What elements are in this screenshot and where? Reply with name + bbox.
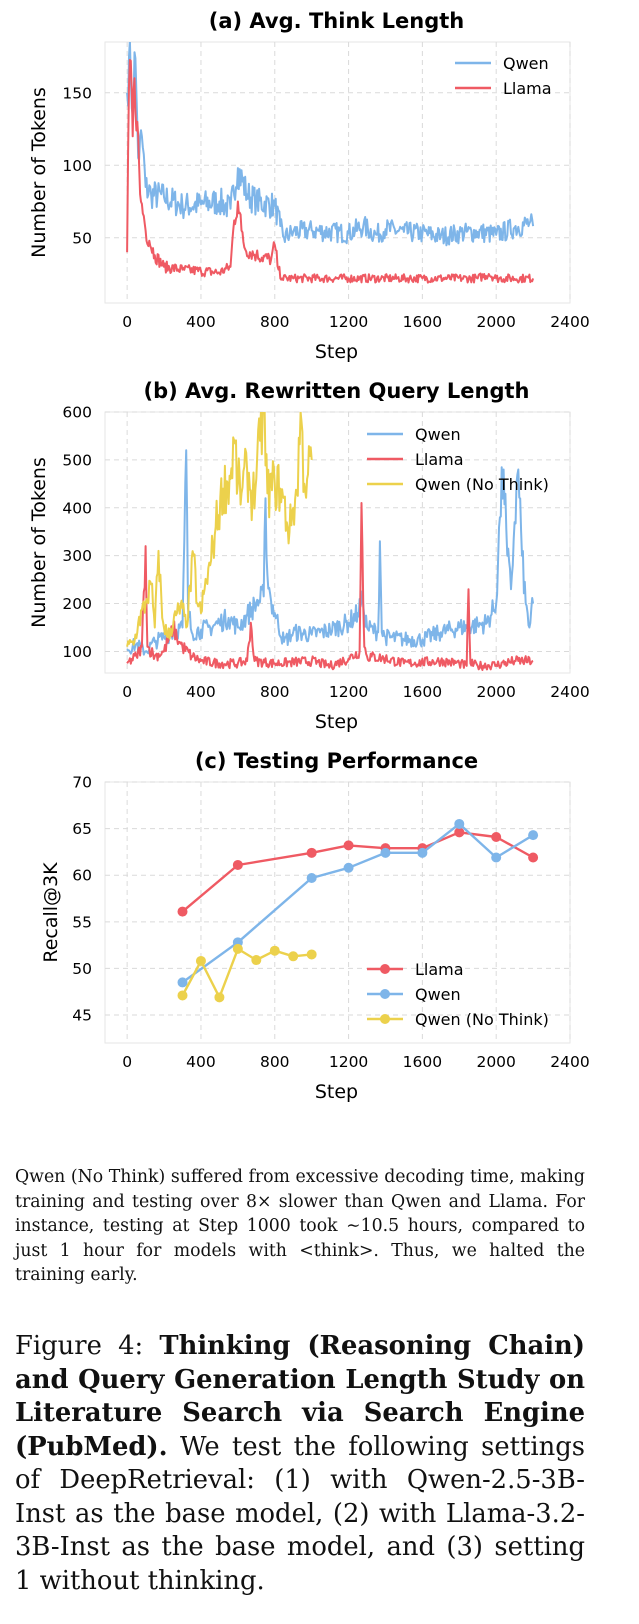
data-point-qwen-2200 — [528, 830, 539, 841]
data-point-qwen-1400 — [380, 847, 391, 858]
legend-label-qwen-no-think: Qwen (No Think) — [415, 1010, 549, 1029]
data-point-qwen-no-think-800 — [269, 945, 280, 956]
data-point-llama-1200 — [343, 840, 354, 851]
data-point-qwen-no-think-500 — [214, 992, 225, 1003]
legend-label-qwen: Qwen — [415, 425, 461, 444]
x-tick-label-1600: 1600 — [403, 683, 442, 701]
data-point-qwen-1600 — [417, 847, 428, 858]
x-tick-label-1600: 1600 — [403, 1053, 442, 1071]
y-tick-label-55: 55 — [72, 913, 92, 931]
series-line-llama — [126, 502, 534, 671]
chart-avg-rewritten-query-length: 0 400 800 1200 1600 2000 2400 100 200 300 400 500 60… — [28, 379, 590, 733]
data-point-qwen-no-think-1000 — [306, 949, 317, 960]
data-point-llama-1000 — [306, 847, 317, 858]
x-tick-label-2400: 2400 — [550, 1053, 589, 1071]
y-tick-label-600: 600 — [62, 404, 92, 422]
x-tick-label-1200: 1200 — [329, 313, 368, 331]
plot-area — [104, 41, 571, 304]
data-point-qwen-300 — [177, 977, 188, 988]
series-line-qwen — [126, 449, 535, 656]
y-tick-label-100: 100 — [62, 157, 92, 175]
y-axis-label: Number of Tokens — [28, 457, 50, 628]
legend-marker-qwen — [380, 989, 390, 999]
data-point-qwen-no-think-700 — [251, 955, 262, 966]
x-tick-label-2000: 2000 — [476, 683, 515, 701]
data-point-llama-2200 — [528, 852, 539, 863]
series-line-qwen — [126, 42, 535, 247]
data-point-qwen-no-think-400 — [195, 955, 206, 966]
chart-title: (b) Avg. Rewritten Query Length — [144, 379, 530, 403]
caption-body: We test the following settings of DeepRe… — [15, 1431, 585, 1596]
data-point-qwen-1000 — [306, 873, 317, 884]
y-tick-label-70: 70 — [72, 774, 92, 792]
y-axis-label: Recall@3K — [40, 862, 62, 963]
legend-marker-qwen-no-think — [380, 1014, 390, 1024]
chart-testing-performance: 0 400 800 1200 1600 2000 2400 45 50 55 60 65 70 (c) T… — [40, 749, 590, 1103]
data-point-llama-600 — [232, 859, 243, 870]
y-axis-label: Number of Tokens — [28, 87, 50, 258]
x-tick-label-0: 0 — [122, 313, 132, 331]
data-point-qwen-2000 — [491, 852, 502, 863]
data-point-llama-2000 — [491, 831, 502, 842]
y-tick-label-50: 50 — [72, 960, 92, 978]
x-axis-label: Step — [315, 1081, 358, 1103]
data-point-llama-300 — [177, 906, 188, 917]
x-tick-label-0: 0 — [122, 1053, 132, 1071]
x-tick-label-800: 800 — [260, 683, 290, 701]
x-tick-label-800: 800 — [260, 313, 290, 331]
caption-prefix: Figure 4: — [15, 1331, 160, 1361]
x-tick-label-1200: 1200 — [329, 683, 368, 701]
plot-area — [104, 781, 571, 1044]
x-tick-label-400: 400 — [186, 313, 216, 331]
caption-bold-title: Thinking (Reasoning Chain) and Query Gen… — [15, 1331, 585, 1462]
x-tick-label-2400: 2400 — [550, 683, 589, 701]
y-tick-label-60: 60 — [72, 867, 92, 885]
data-point-qwen-1200 — [343, 862, 354, 873]
y-tick-label-300: 300 — [62, 547, 92, 565]
data-point-qwen-no-think-300 — [177, 990, 188, 1001]
y-tick-label-200: 200 — [62, 595, 92, 613]
data-point-qwen-1800 — [454, 818, 465, 829]
legend-label-llama: Llama — [415, 450, 464, 469]
x-tick-label-800: 800 — [260, 1053, 290, 1071]
legend-label-qwen: Qwen — [503, 54, 549, 73]
legend-label-llama: Llama — [415, 960, 464, 979]
x-tick-label-2000: 2000 — [476, 1053, 515, 1071]
x-axis-label: Step — [315, 341, 358, 363]
data-point-qwen-no-think-600 — [232, 943, 243, 954]
chart-avg-think-length: 0 400 800 1200 1600 2000 2400 50 100 150 (a) Avg. … — [28, 9, 590, 363]
y-tick-label-100: 100 — [62, 643, 92, 661]
legend-label-qwen-no-think: Qwen (No Think) — [415, 475, 549, 494]
x-tick-label-1200: 1200 — [329, 1053, 368, 1071]
figure-note: Qwen (No Think) suffered from excessive … — [15, 1167, 585, 1285]
chart-title: (c) Testing Performance — [195, 749, 478, 773]
x-axis-label: Step — [315, 711, 358, 733]
x-tick-label-400: 400 — [186, 683, 216, 701]
chart-title: (a) Avg. Think Length — [209, 9, 465, 33]
series-line-qwen-no-think — [126, 412, 313, 647]
series-line-llama — [126, 58, 535, 284]
y-tick-label-50: 50 — [72, 229, 92, 247]
figure-caption: Figure 4: Thinking (Reasoning Chain) and… — [15, 1330, 585, 1598]
x-tick-label-2000: 2000 — [476, 313, 515, 331]
x-tick-label-1600: 1600 — [403, 313, 442, 331]
legend-label-qwen: Qwen — [415, 985, 461, 1004]
x-tick-label-0: 0 — [122, 683, 132, 701]
y-tick-label-45: 45 — [72, 1007, 92, 1025]
x-tick-label-2400: 2400 — [550, 313, 589, 331]
y-tick-label-65: 65 — [72, 820, 92, 838]
x-tick-label-400: 400 — [186, 1053, 216, 1071]
data-point-llama-1800 — [454, 827, 465, 838]
y-tick-label-500: 500 — [62, 451, 92, 469]
data-point-qwen-no-think-900 — [288, 951, 299, 962]
legend-marker-llama — [380, 964, 390, 974]
y-tick-label-150: 150 — [62, 84, 92, 102]
legend-label-llama: Llama — [503, 79, 552, 98]
y-tick-label-400: 400 — [62, 499, 92, 517]
